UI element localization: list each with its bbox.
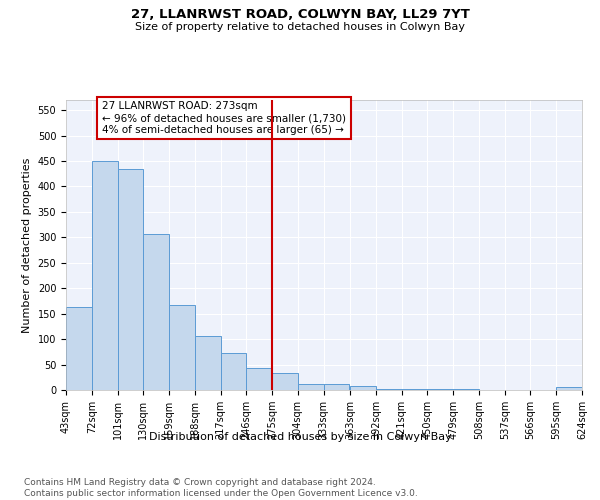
Y-axis label: Number of detached properties: Number of detached properties [22, 158, 32, 332]
Bar [92, 161, 118, 390]
Bar [556, 388, 582, 390]
Bar [323, 384, 349, 390]
Bar [118, 168, 143, 390]
Bar [66, 307, 92, 390]
Bar [298, 384, 323, 390]
Text: Size of property relative to detached houses in Colwyn Bay: Size of property relative to detached ho… [135, 22, 465, 32]
Text: Distribution of detached houses by size in Colwyn Bay: Distribution of detached houses by size … [149, 432, 451, 442]
Bar [402, 389, 427, 390]
Bar [169, 305, 195, 390]
Bar [350, 386, 376, 390]
Text: 27 LLANRWST ROAD: 273sqm
← 96% of detached houses are smaller (1,730)
4% of semi: 27 LLANRWST ROAD: 273sqm ← 96% of detach… [102, 102, 346, 134]
Text: 27, LLANRWST ROAD, COLWYN BAY, LL29 7YT: 27, LLANRWST ROAD, COLWYN BAY, LL29 7YT [131, 8, 469, 20]
Text: Contains HM Land Registry data © Crown copyright and database right 2024.
Contai: Contains HM Land Registry data © Crown c… [24, 478, 418, 498]
Bar [246, 368, 272, 390]
Bar [221, 353, 246, 390]
Bar [143, 234, 169, 390]
Bar [272, 373, 298, 390]
Bar [195, 336, 221, 390]
